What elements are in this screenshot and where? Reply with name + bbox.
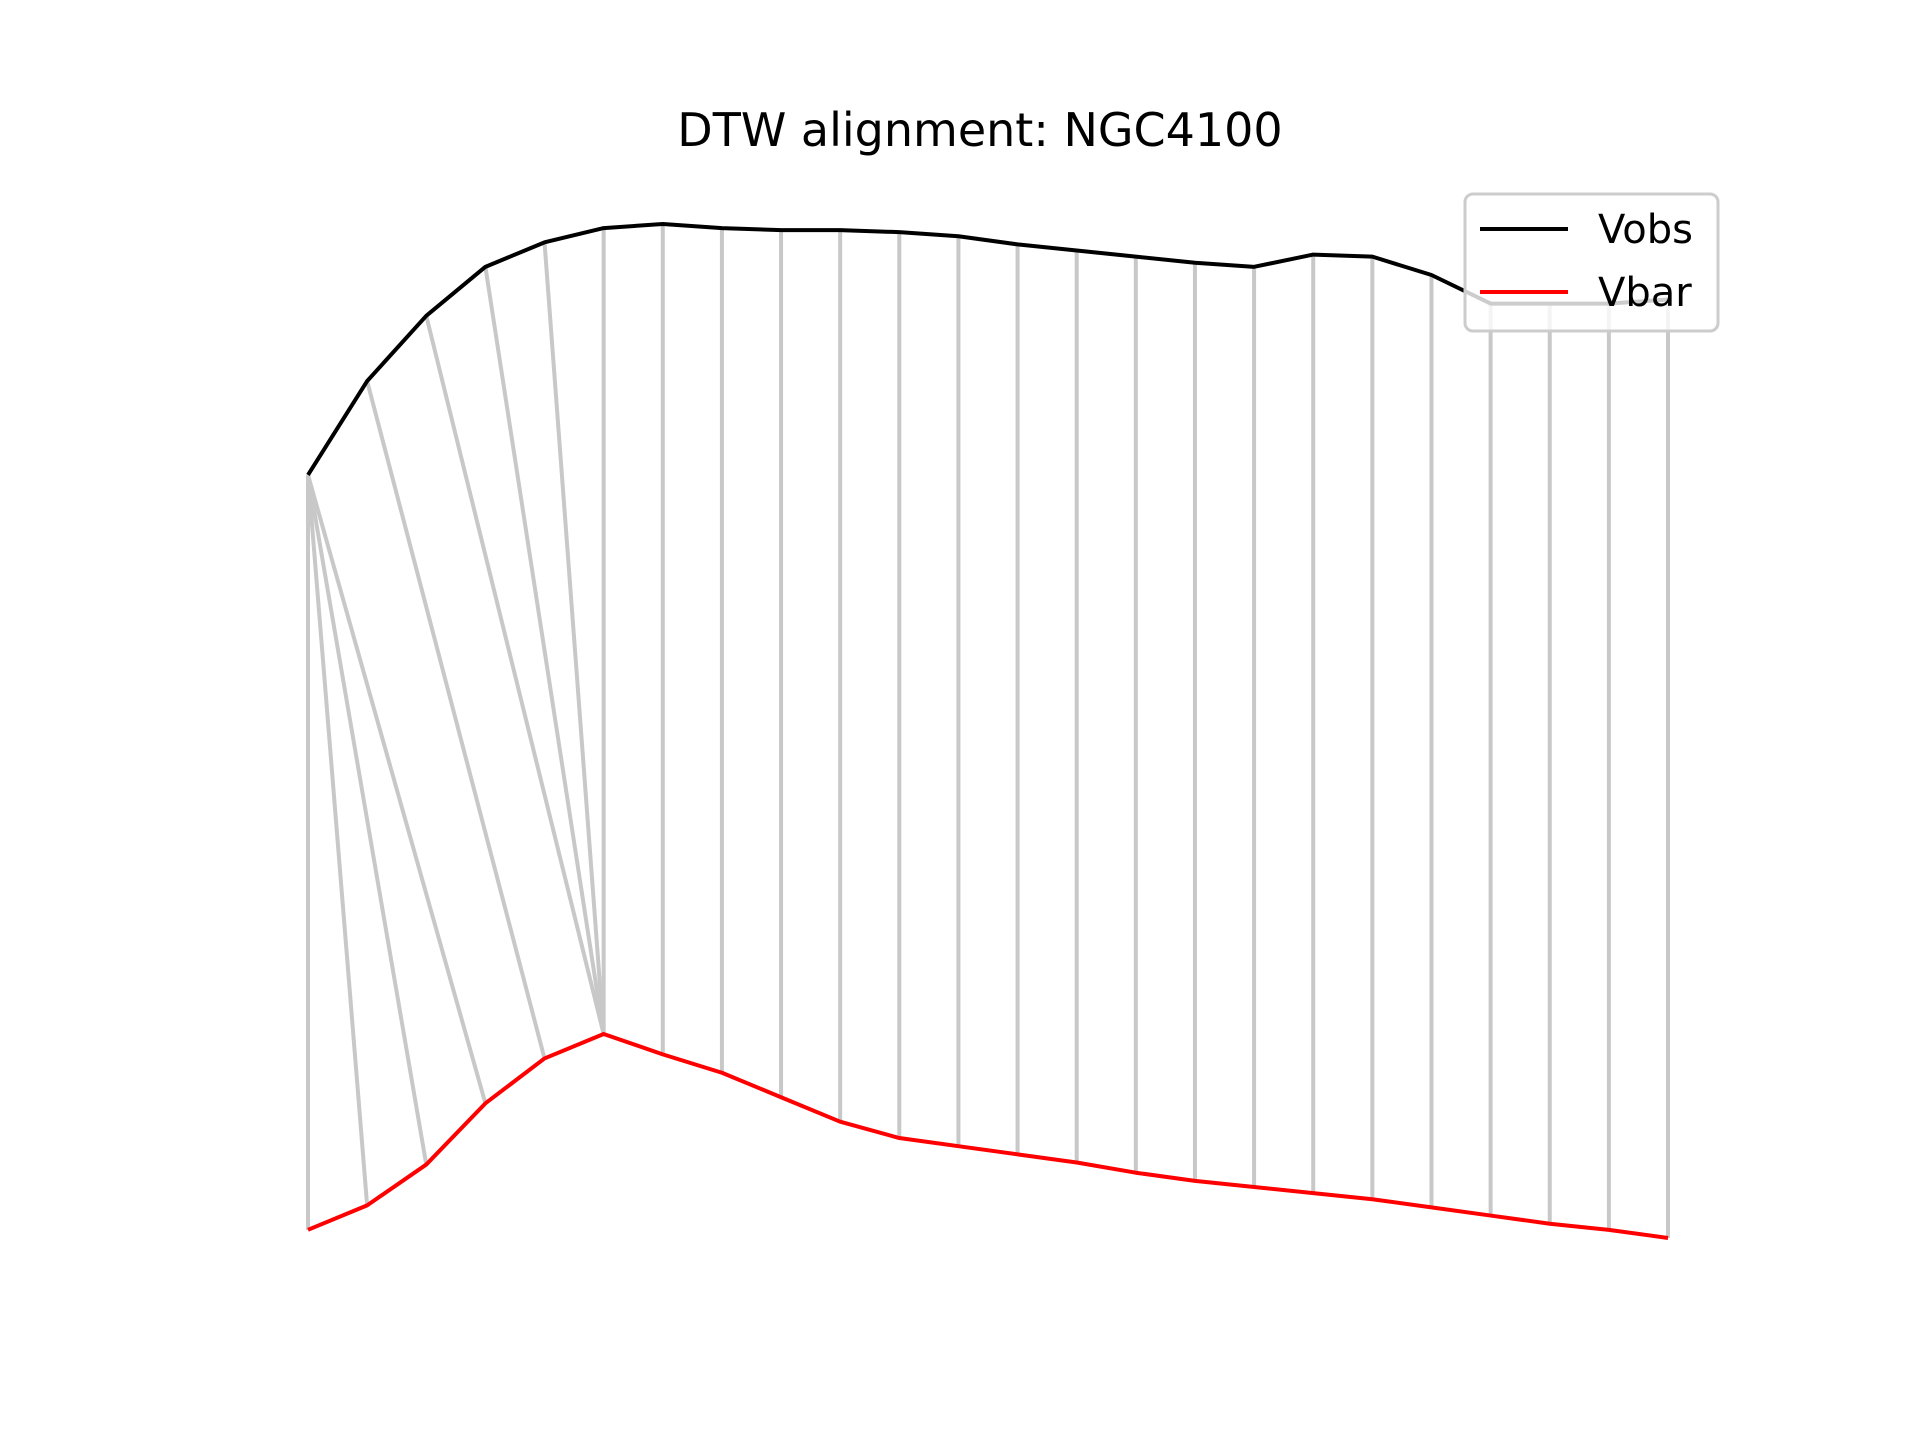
alignment-line-4	[365, 380, 547, 1059]
alignment-line-3	[306, 474, 488, 1104]
alignment-lines	[306, 224, 1670, 1238]
series-line-vobs	[306, 222, 1669, 477]
legend-label-vbar: Vbar	[1598, 270, 1692, 316]
alignment-line-2	[306, 474, 429, 1165]
alignment-line-6	[483, 266, 606, 1035]
series-lines	[306, 222, 1669, 1240]
series-line-vbar	[307, 1031, 1669, 1240]
chart-title: DTW alignment: NGC4100	[677, 103, 1282, 157]
alignment-line-5	[424, 315, 606, 1035]
alignment-line-1	[306, 474, 370, 1206]
legend: Vobs Vbar	[1463, 192, 1720, 333]
legend-label-vobs: Vobs	[1598, 207, 1693, 253]
alignment-line-7	[542, 242, 606, 1035]
